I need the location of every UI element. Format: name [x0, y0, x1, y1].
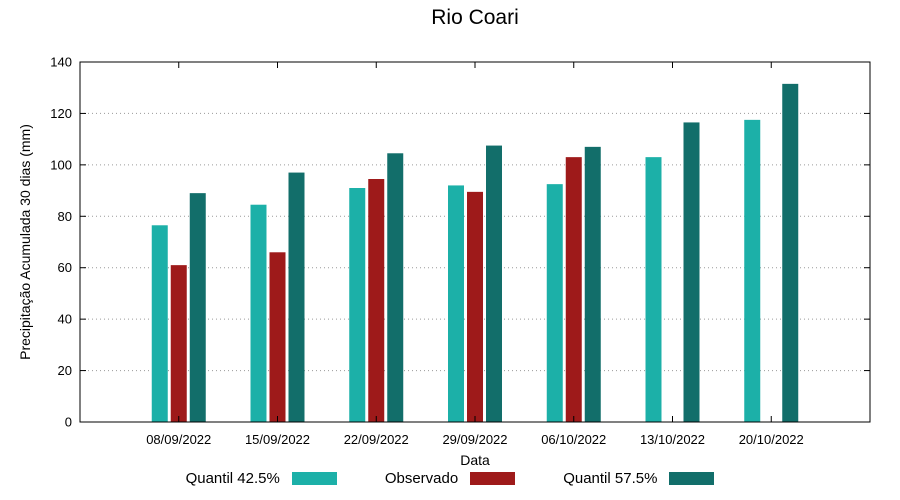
bar [151, 225, 168, 422]
legend-label: Quantil 57.5% [563, 470, 658, 487]
plot-area: 0 20 40 60 80 100 120 140 08/09/2022 15/09/2022 22… [50, 55, 871, 447]
legend-item: Observado [384, 470, 516, 487]
bar [744, 119, 761, 422]
bar [189, 193, 206, 422]
legend-label: Quantil 42.5% [185, 470, 280, 487]
bar [170, 265, 187, 422]
legend: Quantil 42.5% Observado Quantil 57.5% [0, 470, 900, 487]
y-tick-label: 40 [58, 312, 72, 327]
x-tick-label: 06/10/2022 [541, 432, 606, 447]
x-tick-label: 22/09/2022 [344, 432, 409, 447]
bar [387, 153, 404, 422]
y-tick-label: 60 [58, 260, 72, 275]
bar [288, 172, 305, 422]
bar [269, 252, 286, 422]
bar [486, 145, 502, 423]
legend-item: Quantil 42.5% [186, 470, 337, 487]
bar [683, 122, 700, 422]
y-tick-label: 0 [65, 415, 72, 430]
x-axis-label: Data [460, 452, 490, 468]
bar [448, 185, 464, 422]
legend-item: Quantil 57.5% [563, 470, 715, 487]
x-tick-label: 20/10/2022 [739, 432, 804, 447]
x-tick-label: 29/09/2022 [442, 432, 507, 447]
y-tick-label: 20 [58, 363, 72, 378]
legend-swatch [291, 472, 337, 485]
legend-swatch [470, 472, 516, 485]
bar [546, 184, 563, 422]
legend-swatch [669, 472, 715, 485]
chart-title: Rio Coari [431, 6, 519, 29]
bar [584, 146, 601, 422]
bar [368, 179, 385, 422]
y-tick-label: 120 [50, 106, 72, 121]
bar [565, 157, 582, 422]
y-tick-label: 140 [50, 55, 72, 70]
x-tick-label: 08/09/2022 [146, 432, 211, 447]
bar [782, 83, 799, 422]
bar [467, 191, 483, 422]
y-tick-label: 80 [58, 209, 72, 224]
bar [349, 188, 366, 422]
x-tick-label: 13/10/2022 [640, 432, 705, 447]
x-tick-label: 15/09/2022 [245, 432, 310, 447]
bar [645, 157, 662, 422]
bar [250, 204, 267, 422]
y-tick-label: 100 [50, 157, 72, 172]
legend-label: Observado [384, 470, 459, 487]
